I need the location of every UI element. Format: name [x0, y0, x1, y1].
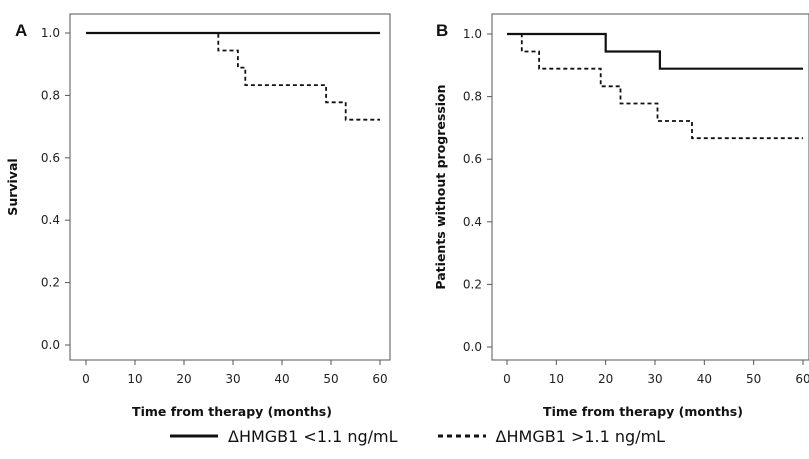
series-line-low — [507, 32, 803, 70]
y-tick-label: 0.2 — [41, 276, 60, 290]
y-tick-label: 0.8 — [41, 88, 60, 102]
legend-swatch-dashed — [437, 434, 486, 438]
x-tick-label: 10 — [549, 372, 564, 386]
x-tick-label: 50 — [746, 372, 761, 386]
y-tick-label: 0.0 — [41, 338, 60, 352]
x-tick-label: 60 — [795, 372, 809, 386]
x-tick-label: 30 — [647, 372, 662, 386]
x-tick-label: 0 — [503, 372, 511, 386]
y-tick-label: 1.0 — [41, 26, 60, 40]
legend-swatch-solid — [170, 434, 218, 438]
y-tick-label: 0.4 — [41, 213, 60, 227]
plot-frame — [491, 13, 809, 361]
y-tick-label: 0.0 — [463, 340, 482, 354]
legend-item-high: ΔHMGB1 >1.1 ng/mL — [437, 426, 666, 446]
y-tick-label: 1.0 — [463, 27, 482, 41]
x-tick-label: 10 — [127, 372, 142, 386]
legend-label-high: ΔHMGB1 >1.1 ng/mL — [495, 426, 666, 446]
x-axis-title: Time from therapy (months) — [543, 404, 743, 419]
legend: ΔHMGB1 <1.1 ng/mL ΔHMGB1 >1.1 ng/mL — [170, 421, 670, 451]
x-tick-label: 20 — [176, 372, 191, 386]
x-tick-label: 20 — [598, 372, 613, 386]
x-tick-label: 40 — [697, 372, 712, 386]
y-tick-label: 0.6 — [463, 152, 482, 166]
y-axis-title: Survival — [5, 158, 20, 215]
y-axis-title: Patients without progression — [433, 84, 448, 289]
x-tick-label: 50 — [323, 372, 338, 386]
series-line-high — [507, 33, 803, 140]
series-line-high — [86, 32, 380, 121]
panel-label: A — [15, 21, 27, 40]
panel-a: A 0.0 0.2 0.4 0.6 0.8 1.0 0 10 20 30 40 50 60 Time fro… — [5, 13, 391, 419]
legend-label-low: ΔHMGB1 <1.1 ng/mL — [228, 426, 398, 446]
y-tick-label: 0.4 — [463, 215, 482, 229]
y-tick-label: 0.6 — [41, 151, 60, 165]
x-tick-label: 40 — [274, 372, 289, 386]
panel-b: B 0.0 0.2 0.4 0.6 0.8 1.0 0 10 20 30 40 50 60 Time fro… — [433, 13, 809, 419]
x-axis-title: Time from therapy (months) — [132, 404, 332, 419]
x-tick-label: 30 — [225, 372, 240, 386]
plot-frame — [69, 13, 391, 361]
panel-label: B — [436, 21, 448, 40]
y-tick-label: 0.2 — [463, 277, 482, 291]
x-tick-label: 60 — [372, 372, 387, 386]
x-tick-label: 0 — [82, 372, 90, 386]
y-tick-label: 0.8 — [463, 90, 482, 104]
legend-item-low: ΔHMGB1 <1.1 ng/mL — [170, 427, 398, 446]
